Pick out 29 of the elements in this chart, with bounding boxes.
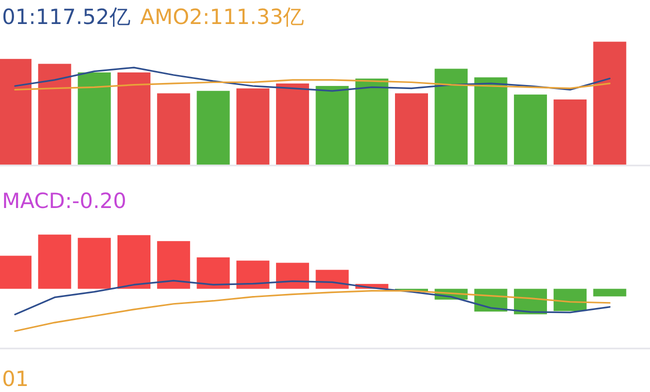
bar [236,260,270,289]
bar [276,262,310,289]
bar [474,77,508,165]
bar [117,235,150,289]
bar [554,99,587,165]
bar [355,78,388,165]
bar [236,88,270,165]
bar [554,288,587,312]
bar [593,42,626,165]
bar [78,72,111,165]
bar [157,241,190,289]
bar [276,83,310,165]
bar [514,94,547,165]
bar [38,234,72,289]
bar [316,86,349,165]
text: AMO2:111.33亿 [140,5,304,29]
bar [117,72,150,165]
bar [316,270,349,289]
bar [157,93,190,165]
bar [395,93,428,165]
bar [196,257,230,289]
bar [593,288,626,296]
bar [38,64,72,165]
series-label: 01:117.52亿 [2,5,130,29]
bar [196,90,230,165]
bar [434,68,468,165]
text: 01 [2,367,29,391]
bar [78,238,111,289]
chart-title: MACD:-0.20 [2,189,126,213]
